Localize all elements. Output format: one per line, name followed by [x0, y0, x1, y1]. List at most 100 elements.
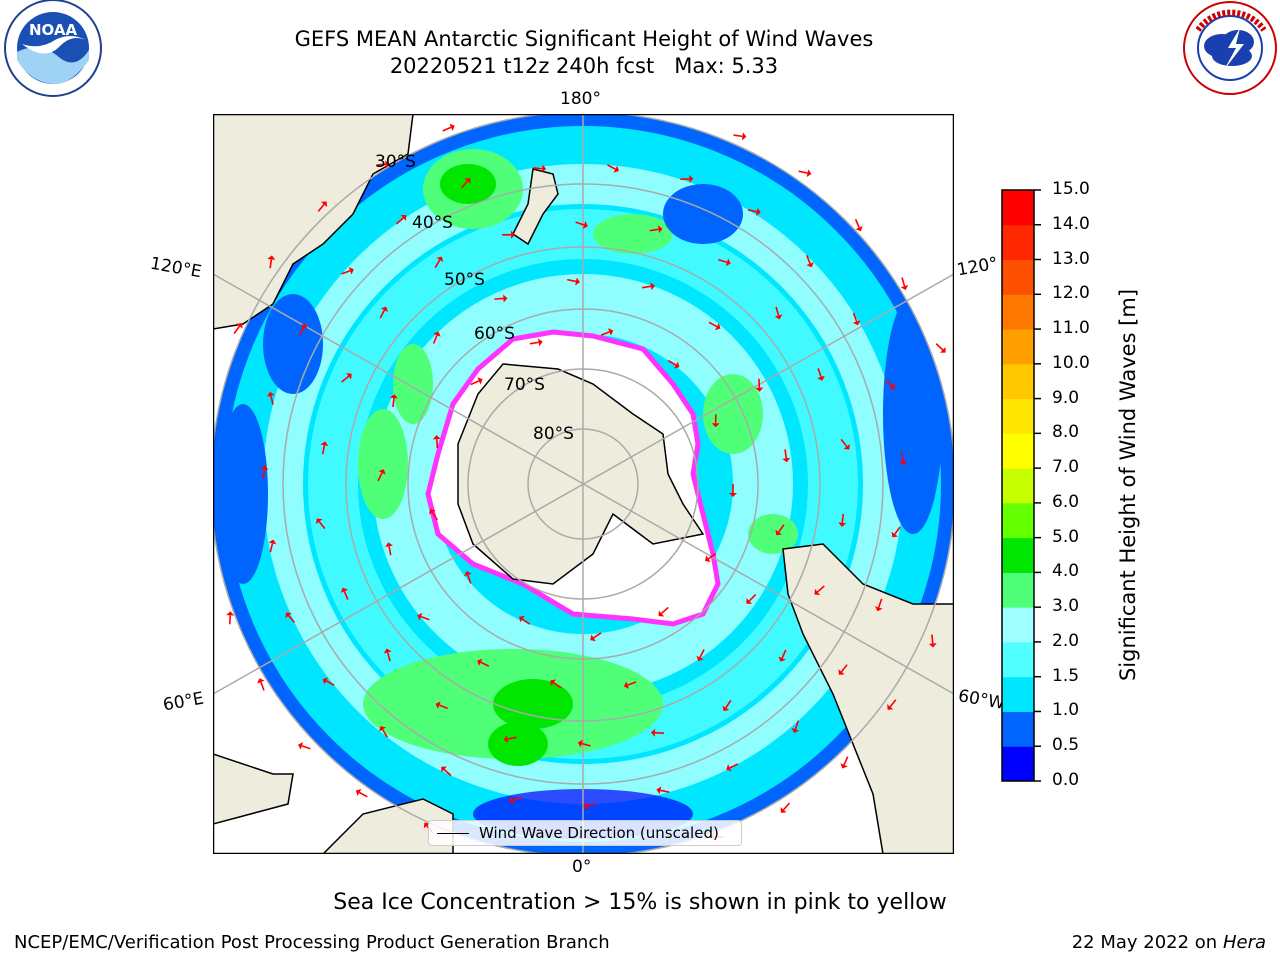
wave-arrow-shaft: [840, 664, 848, 673]
wave-arrow-head: [746, 598, 753, 604]
colorbar-tick-label: 13.0: [1052, 248, 1090, 269]
wave-arrow-shaft: [318, 521, 326, 530]
wave-arrow-head: [449, 123, 455, 132]
colorbar-label: Significant Height of Wind Waves [m]: [1116, 288, 1140, 682]
wave-arrow-shaft: [649, 228, 659, 232]
wave-arrow-shaft: [627, 681, 637, 686]
wave-arrow-head: [519, 615, 525, 623]
wave-arrow-head: [348, 266, 354, 275]
map-frame: [212, 113, 955, 855]
wave-arrow-shaft: [667, 359, 677, 366]
wave-arrow-head: [673, 361, 680, 369]
colorbar-tick-label: 15.0: [1052, 179, 1090, 199]
wave-arrow-shaft: [889, 699, 897, 708]
wave-arrow-head: [541, 164, 547, 173]
wave-arrow-head: [550, 679, 556, 686]
wave-arrow-shaft: [521, 618, 531, 625]
wave-arrow-shaft: [443, 768, 452, 777]
wave-arrow-head: [583, 801, 588, 810]
wave-arrow-head: [441, 766, 447, 773]
wave-arrow-shaft: [607, 164, 616, 170]
wave-arrow-head: [608, 328, 614, 336]
footer-credit: NCEP/EMC/Verification Post Processing Pr…: [14, 932, 610, 953]
wave-arrow-shaft: [877, 598, 883, 608]
wave-arrow-shaft: [782, 802, 791, 811]
lat-label-60s: 60°S: [474, 324, 515, 344]
wave-arrow-head: [322, 677, 329, 685]
wave-arrow-shaft: [748, 593, 757, 602]
wave-arrow-shaft: [317, 203, 325, 212]
wave-arrow-head: [268, 539, 277, 545]
wave-arrow-head: [838, 669, 845, 675]
wave-arrow-head: [705, 555, 711, 563]
lon-label-120w: 120°: [955, 253, 1000, 281]
wave-arrow-shaft: [725, 699, 732, 709]
colorbar-segment: [1002, 468, 1034, 504]
wave-arrow-head: [383, 648, 392, 654]
wave-arrow-shaft: [567, 278, 577, 283]
colorbar-segment: [1002, 224, 1034, 261]
colorbar-tick-label: 6.0: [1052, 491, 1080, 512]
wave-arrow-shaft: [900, 452, 904, 462]
wave-arrow-shaft: [747, 209, 757, 213]
wave-arrow-head: [852, 320, 861, 326]
wave-arrow-head: [806, 262, 814, 268]
colorbar-segment: [1002, 398, 1034, 434]
wave-arrow-head: [433, 331, 441, 337]
wave-arrow-shaft: [841, 513, 845, 523]
wave-arrow-shaft: [806, 254, 811, 264]
wave-arrow-shaft: [269, 543, 274, 553]
wave-arrow-head: [755, 387, 764, 392]
wave-arrow-head: [432, 435, 441, 440]
wave-arrow-head: [236, 323, 243, 329]
wave-arrow-head: [385, 542, 393, 548]
colorbar-tick-label: 7.0: [1052, 457, 1080, 478]
wave-arrow-shaft: [233, 325, 241, 334]
wave-arrow-head: [741, 132, 747, 141]
wave-arrow-shaft: [379, 309, 386, 319]
wave-arrow-shaft: [600, 331, 610, 336]
colorbar-segment: [1002, 363, 1034, 400]
wave-arrow-head: [613, 165, 619, 173]
lat-label-50s: 50°S: [444, 270, 485, 290]
wave-arrow-head: [939, 346, 946, 353]
colorbar-segment: [1002, 607, 1034, 643]
wave-arrow-head: [780, 807, 787, 813]
wave-arrow-shaft: [381, 729, 388, 738]
wave-arrow-head: [477, 377, 483, 385]
wave-arrow-head: [782, 457, 791, 463]
wave-arrow-head: [538, 338, 543, 347]
wave-arrow-shaft: [396, 217, 404, 225]
legend-label: Wind Wave Direction (unscaled): [479, 824, 719, 842]
wave-arrow-shaft: [341, 375, 350, 383]
wave-arrow-shaft: [270, 395, 274, 405]
wave-arrow-shaft: [581, 742, 591, 747]
wave-arrow-head: [300, 323, 308, 329]
wave-arrow-head: [378, 469, 386, 475]
wave-arrow-head: [385, 160, 390, 169]
wave-arrow-shaft: [269, 259, 273, 269]
wave-arrow-head: [775, 529, 782, 536]
wave-arrow-head: [843, 443, 850, 450]
wave-arrow-shaft: [553, 682, 562, 689]
wave-arrow-shaft: [794, 720, 800, 730]
wave-arrow-shaft: [529, 341, 539, 345]
wave-arrow-shaft: [359, 791, 368, 798]
wave-arrow-head: [582, 221, 588, 229]
wave-arrow-head: [320, 441, 329, 447]
wave-arrow-head: [817, 375, 825, 381]
wave-arrow-shaft: [321, 445, 326, 455]
wave-arrow-shaft: [533, 167, 543, 170]
wave-arrow-shaft: [260, 681, 265, 691]
wave-arrow-head: [725, 258, 731, 267]
wave-arrow-shaft: [641, 285, 652, 289]
wave-arrow-shaft: [420, 615, 430, 621]
wave-arrow-head: [658, 610, 665, 617]
wave-arrow-head: [417, 612, 423, 621]
wave-arrow-head: [316, 518, 323, 525]
wave-arrow-shaft: [575, 221, 585, 226]
colorbar-tick-label: 9.0: [1052, 387, 1080, 408]
wave-arrow-head: [855, 225, 863, 232]
wave-arrow-head: [380, 306, 388, 313]
wave-arrow-shaft: [434, 259, 441, 269]
